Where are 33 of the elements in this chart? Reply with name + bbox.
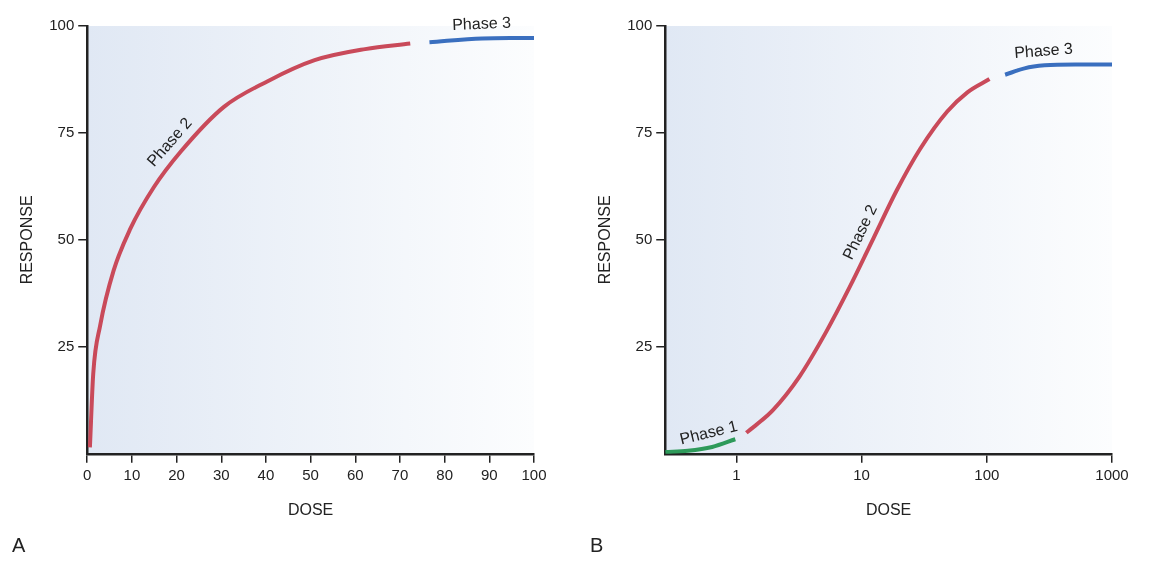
line-series xyxy=(87,41,413,450)
x-axis-title: DOSE xyxy=(287,500,334,518)
y-tick-label: 25 xyxy=(635,336,653,354)
y-tick-label: 100 xyxy=(49,16,75,34)
x-tick-label: 70 xyxy=(391,465,409,483)
x-axis-title: DOSE xyxy=(865,500,912,518)
y-tick-label: 50 xyxy=(57,230,75,248)
y-tick-label: 25 xyxy=(57,336,75,354)
x-tick-label: 30 xyxy=(212,465,230,483)
x-tick-label: 90 xyxy=(480,465,498,483)
text: B xyxy=(590,533,604,556)
x-tick-label: 100 xyxy=(521,465,547,483)
x-tick-label: 80 xyxy=(436,465,453,483)
x-tick-label: 0 xyxy=(83,465,92,483)
y-tick-label: 100 xyxy=(627,16,653,34)
x-tick-label: 10 xyxy=(853,465,870,483)
text: A xyxy=(12,533,26,556)
y-tick-label: 75 xyxy=(57,123,75,141)
x-tick-label: 50 xyxy=(302,465,319,483)
x-tick-label: 20 xyxy=(168,465,185,483)
x-tick-label: 40 xyxy=(257,465,275,483)
x-tick-label: 1 xyxy=(732,465,741,483)
series-label: Phase 3 xyxy=(1013,39,1074,62)
x-tick-label: 1000 xyxy=(1095,465,1129,483)
x-tick-label: 100 xyxy=(974,465,1000,483)
text: Phase 1 xyxy=(678,417,740,448)
y-axis-title: RESPONSE xyxy=(18,195,36,285)
y-tick-label: 75 xyxy=(635,123,653,141)
y-tick-label: 50 xyxy=(635,230,653,248)
y-axis-title: RESPONSE xyxy=(596,195,614,285)
series-label: Phase 3 xyxy=(451,13,512,34)
x-tick-label: 10 xyxy=(123,465,141,483)
x-tick-label: 60 xyxy=(346,465,364,483)
